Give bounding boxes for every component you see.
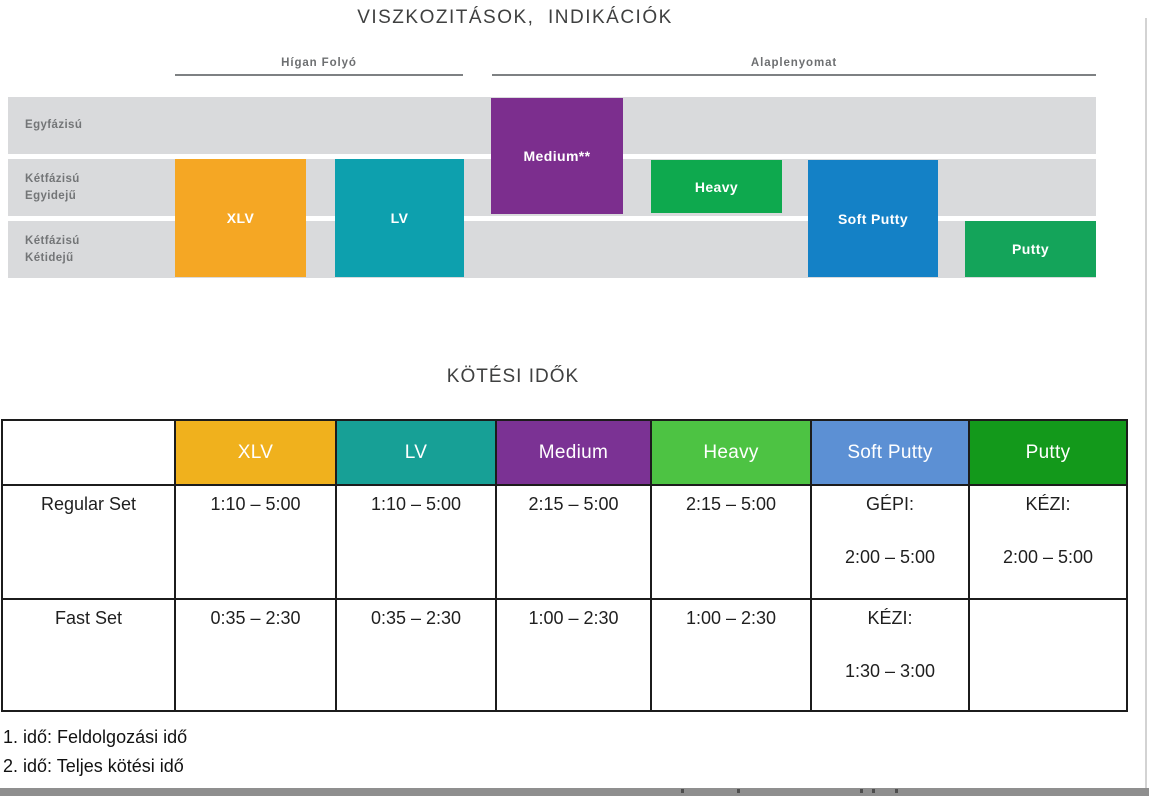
block-label: Soft Putty — [837, 210, 909, 227]
column-header-medium: Medium — [495, 419, 652, 486]
block-medium: Medium** — [491, 98, 623, 214]
block-heavy: Heavy — [651, 160, 782, 213]
table-header-row: XLV LV Medium Heavy Soft Putty Putty — [1, 419, 1128, 486]
block-label: LV — [390, 210, 409, 226]
table-title: KÖTÉSI IDŐK — [446, 366, 580, 387]
band-label: Egyfázisú — [25, 119, 83, 132]
column-header-xlv: XLV — [174, 419, 337, 486]
block-lv: LV — [335, 159, 464, 277]
table-row-regular-set: Regular Set 1:10 – 5:00 1:10 – 5:00 2:15… — [1, 484, 1128, 600]
block-putty: Putty — [965, 221, 1096, 277]
cutoff-glyph-mark — [737, 789, 740, 793]
cell-fast-lv: 0:35 – 2:30 — [335, 598, 497, 712]
block-label: XLV — [226, 210, 255, 226]
block-label: Heavy — [694, 178, 739, 195]
cell-regular-heavy: 2:15 – 5:00 — [650, 484, 812, 600]
block-xlv: XLV — [175, 159, 306, 277]
bracket-higan-folyo: Hígan Folyó — [175, 57, 463, 76]
bracket-line — [175, 74, 463, 76]
cell-fast-medium: 1:00 – 2:30 — [495, 598, 652, 712]
footnote-2: 2. idő: Teljes kötési idő — [3, 756, 184, 776]
page-edge-line — [1145, 18, 1147, 788]
cutoff-glyph-mark — [872, 789, 875, 793]
cell-fast-soft-putty: KÉZI: 1:30 – 3:00 — [810, 598, 970, 712]
cell-regular-xlv: 1:10 – 5:00 — [174, 484, 337, 600]
block-soft-putty: Soft Putty — [808, 160, 938, 277]
cell-fast-putty — [968, 598, 1128, 712]
setting-times-table: XLV LV Medium Heavy Soft Putty Putty Reg… — [1, 419, 1128, 712]
row-label-regular-set: Regular Set — [1, 484, 176, 600]
cutoff-glyph-mark — [860, 789, 863, 793]
cell-regular-medium: 2:15 – 5:00 — [495, 484, 652, 600]
bottom-bar — [0, 788, 1149, 796]
column-header-soft-putty: Soft Putty — [810, 419, 970, 486]
band-label: Kétfázisú Kétidejű — [25, 235, 80, 264]
cutoff-glyph-mark — [681, 789, 684, 793]
column-header-lv: LV — [335, 419, 497, 486]
diagram-title: VISZKOZITÁSOK, INDIKÁCIÓK — [357, 7, 673, 28]
bracket-label: Hígan Folyó — [281, 57, 357, 69]
cell-regular-soft-putty: GÉPI: 2:00 – 5:00 — [810, 484, 970, 600]
cell-fast-xlv: 0:35 – 2:30 — [174, 598, 337, 712]
bracket-label: Alaplenyomat — [750, 57, 838, 69]
cell-regular-lv: 1:10 – 5:00 — [335, 484, 497, 600]
band-label: Kétfázisú Egyidejű — [25, 173, 80, 202]
cell-regular-putty: KÉZI: 2:00 – 5:00 — [968, 484, 1128, 600]
column-header-putty: Putty — [968, 419, 1128, 486]
block-label: Medium** — [523, 148, 591, 164]
cell-fast-heavy: 1:00 – 2:30 — [650, 598, 812, 712]
column-header-heavy: Heavy — [650, 419, 812, 486]
bracket-alaplenyomat: Alaplenyomat — [492, 57, 1096, 76]
cutoff-glyph-mark — [895, 789, 898, 793]
block-label: Putty — [1012, 241, 1049, 257]
row-label-fast-set: Fast Set — [1, 598, 176, 712]
footnote-1: 1. idő: Feldolgozási idő — [3, 727, 188, 747]
table-row-fast-set: Fast Set 0:35 – 2:30 0:35 – 2:30 1:00 – … — [1, 598, 1128, 712]
corner-cell — [1, 419, 176, 486]
bracket-line — [492, 74, 1096, 76]
